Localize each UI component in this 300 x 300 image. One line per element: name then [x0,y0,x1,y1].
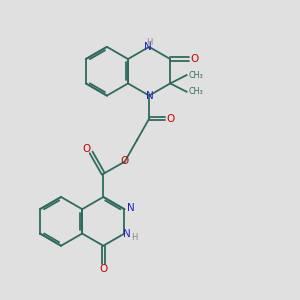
Text: O: O [120,156,128,166]
Text: N: N [144,43,152,52]
Text: N: N [127,203,135,213]
Text: N: N [146,91,154,101]
Text: N: N [123,229,131,239]
Text: CH₃: CH₃ [188,87,203,96]
Text: CH₃: CH₃ [188,70,203,80]
Text: O: O [99,264,107,274]
Text: H: H [146,38,152,47]
Text: O: O [166,114,174,124]
Text: O: O [82,144,91,154]
Text: H: H [132,232,138,242]
Text: O: O [190,54,198,64]
